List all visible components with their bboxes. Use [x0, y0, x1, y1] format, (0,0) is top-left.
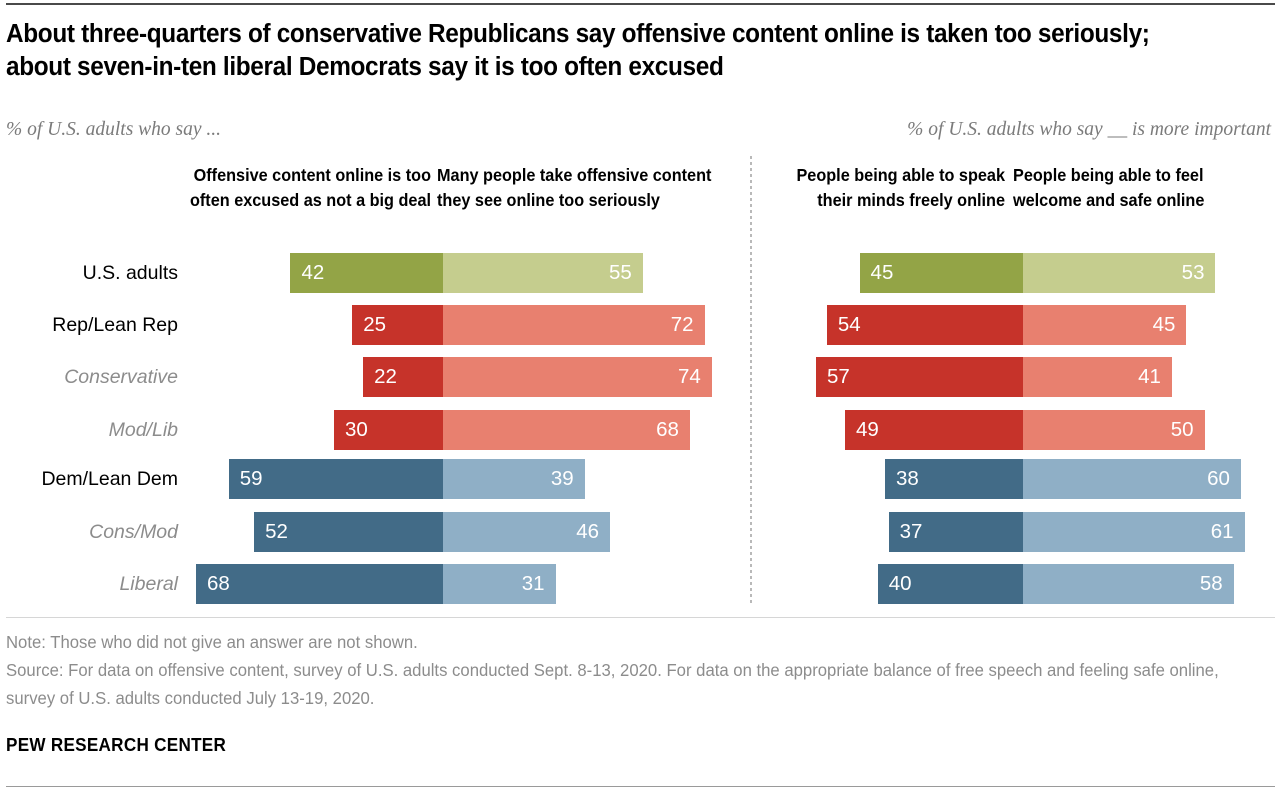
- bar-segment-left: 49: [845, 410, 1023, 450]
- bar-segment-right: 60: [1023, 459, 1241, 499]
- bar-segment-left: 68: [196, 564, 443, 604]
- bar-segment-right: 31: [443, 564, 556, 604]
- column-header-left-panel-left: Offensive content online is too often ex…: [189, 165, 431, 210]
- bar-segment-right: 39: [443, 459, 585, 499]
- bar-segment-left: 40: [877, 564, 1023, 604]
- row-label: U.S. adults: [82, 262, 178, 284]
- bar-segment-right: 50: [1023, 410, 1205, 450]
- bar-segment-left: 52: [254, 512, 443, 552]
- bar-segment-right: 72: [443, 305, 705, 345]
- bar-segment-left: 37: [888, 512, 1023, 552]
- column-header-left-panel-right: Many people take offensive content they …: [437, 165, 712, 210]
- row-label: Cons/Mod: [89, 521, 178, 543]
- subtitle-left: % of U.S. adults who say ...: [6, 119, 222, 140]
- row-label: Conservative: [64, 366, 178, 388]
- bar-segment-right: 46: [443, 512, 611, 552]
- pew-research-center-logo: PEW RESEARCH CENTER: [6, 735, 227, 755]
- chart-title: About three-quarters of conservative Rep…: [6, 20, 1150, 81]
- bar-segment-left: 54: [826, 305, 1023, 345]
- bar-segment-right: 61: [1023, 512, 1245, 552]
- bar-segment-left: 22: [363, 357, 443, 397]
- bar-segment-right: 41: [1023, 357, 1172, 397]
- bar-segment-right: 74: [443, 357, 712, 397]
- footer-rule: [6, 617, 1275, 618]
- column-header-right-panel-right: People being able to feel welcome and sa…: [1013, 165, 1205, 210]
- bar-segment-left: 59: [228, 459, 443, 499]
- row-label: Mod/Lib: [108, 419, 178, 441]
- bar-segment-right: 53: [1023, 253, 1216, 293]
- bar-segment-right: 58: [1023, 564, 1234, 604]
- bar-segment-left: 38: [884, 459, 1023, 499]
- bar-segment-right: 68: [443, 410, 690, 450]
- chart-note: Note: Those who did not give an answer a…: [6, 632, 418, 652]
- bar-segment-left: 30: [334, 410, 443, 450]
- panel-divider: [750, 156, 752, 606]
- row-label: Rep/Lean Rep: [52, 314, 178, 336]
- row-label: Liberal: [119, 573, 178, 595]
- bar-segment-right: 45: [1023, 305, 1187, 345]
- bar-segment-right: 55: [443, 253, 643, 293]
- bar-segment-left: 42: [290, 253, 443, 293]
- row-label: Dem/Lean Dem: [41, 468, 178, 490]
- bar-segment-left: 57: [815, 357, 1023, 397]
- column-header-right-panel-left: People being able to speak their minds f…: [796, 165, 1005, 210]
- bottom-rule: [6, 786, 1275, 787]
- chart-source: Source: For data on offensive content, s…: [6, 660, 1219, 708]
- top-rule: [6, 3, 1275, 5]
- bar-segment-left: 25: [352, 305, 443, 345]
- subtitle-right: % of U.S. adults who say __ is more impo…: [907, 119, 1271, 140]
- bar-segment-left: 45: [859, 253, 1023, 293]
